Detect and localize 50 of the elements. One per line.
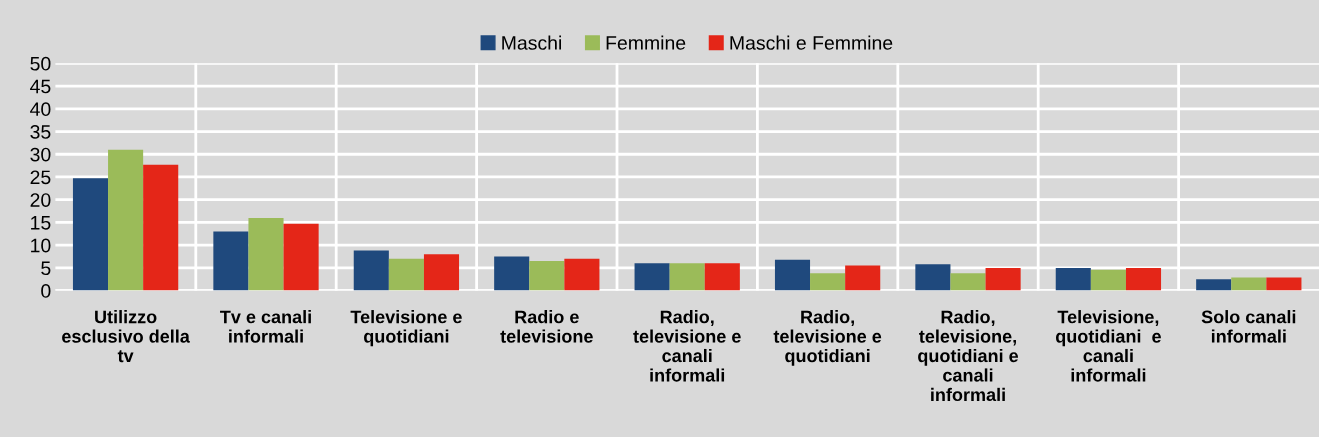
y-tick-label: 0 <box>41 284 51 298</box>
x-tick-label: Radio, televisione, quotidiani e canali informali <box>918 310 1019 402</box>
legend-label: Maschi e Femmine <box>730 35 893 50</box>
x-tick-label: Televisione e quotidiani <box>350 310 462 347</box>
y-tick-label: 15 <box>31 216 51 230</box>
bar <box>1090 269 1126 291</box>
y-tick-label: 10 <box>31 238 51 253</box>
y-tick-label: 35 <box>30 125 51 139</box>
bar <box>143 164 179 291</box>
bar <box>72 178 109 291</box>
x-tick-label: Radio e televisione <box>500 310 593 343</box>
x-tick-label: Radio, televisione e quotidiani <box>773 310 882 366</box>
bar <box>494 256 530 291</box>
bar <box>1196 279 1232 291</box>
bar <box>915 264 951 291</box>
bar <box>845 265 881 291</box>
bar <box>353 250 389 291</box>
bar <box>388 258 424 291</box>
bar <box>213 231 249 291</box>
y-tick-label: 40 <box>30 102 51 117</box>
bar <box>423 254 460 291</box>
x-tick-label: Utilizzo esclusivo della tv <box>62 310 190 363</box>
y-tick-label: 25 <box>30 170 51 185</box>
x-tick-label: Televisione, quotidiani e canali informali <box>1055 310 1161 382</box>
bar <box>669 263 705 291</box>
bar <box>1125 267 1162 291</box>
bar <box>1231 277 1267 291</box>
bar <box>985 267 1021 291</box>
y-tick-label: 5 <box>41 261 51 276</box>
legend-label: Femmine <box>606 35 686 50</box>
bar <box>810 273 846 291</box>
bar <box>529 261 565 291</box>
bar <box>704 263 740 291</box>
bar <box>283 223 319 291</box>
bar <box>564 258 600 291</box>
bar <box>248 217 284 291</box>
x-tick-label: Tv e canali informali <box>220 310 311 343</box>
bar <box>108 149 144 291</box>
x-tick-label: Radio, televisione e canali informali <box>633 310 741 382</box>
x-tick-label: Solo canali informali <box>1201 310 1296 343</box>
bar <box>1266 277 1302 291</box>
bar <box>1055 267 1091 291</box>
y-tick-label: 20 <box>30 193 51 207</box>
bar <box>774 259 811 291</box>
bar <box>950 273 986 291</box>
legend-label: Maschi <box>502 35 561 50</box>
y-tick-label: 45 <box>30 79 51 94</box>
y-tick-label: 30 <box>30 147 51 162</box>
bar <box>634 263 670 291</box>
y-tick-label: 50 <box>30 56 51 71</box>
